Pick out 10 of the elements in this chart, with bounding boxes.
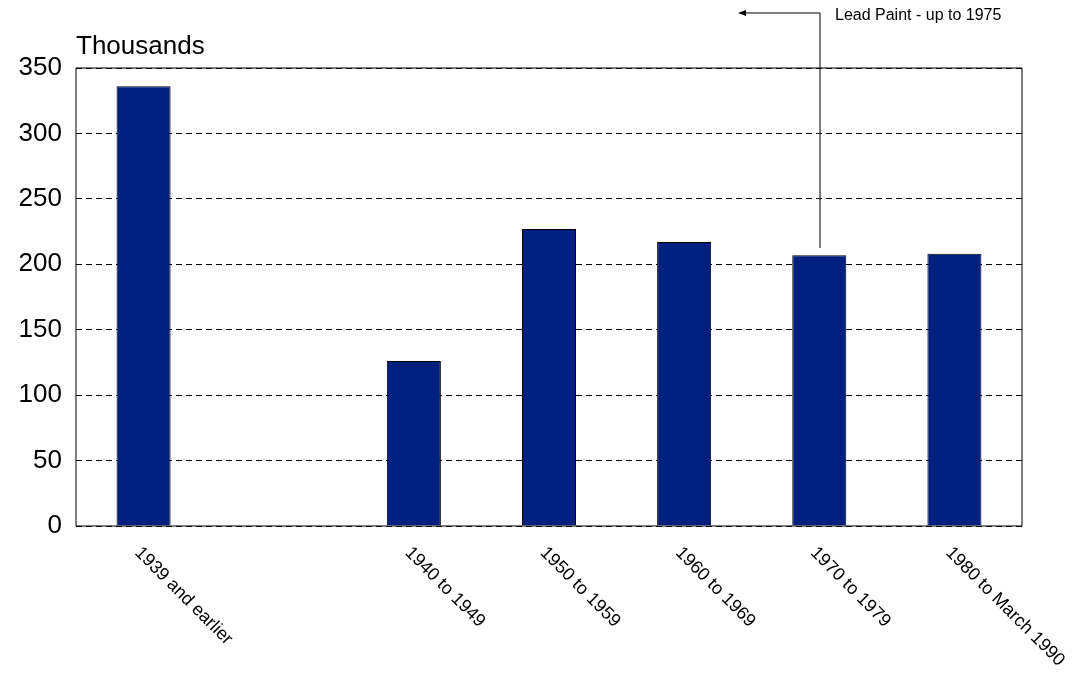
y-tick-label: 100 [18, 378, 62, 409]
y-tick-label: 300 [18, 116, 62, 147]
y-tick-label: 250 [18, 182, 62, 213]
y-tick-label: 200 [18, 247, 62, 278]
y-axis-title: Thousands [76, 30, 205, 61]
text: Lead Paint - up to 1975 [835, 6, 1002, 24]
y-tick-label: 150 [18, 312, 62, 343]
y-tick-label: 50 [33, 443, 62, 474]
y-tick-label: 350 [18, 51, 62, 82]
y-tick-label: 0 [47, 509, 62, 540]
